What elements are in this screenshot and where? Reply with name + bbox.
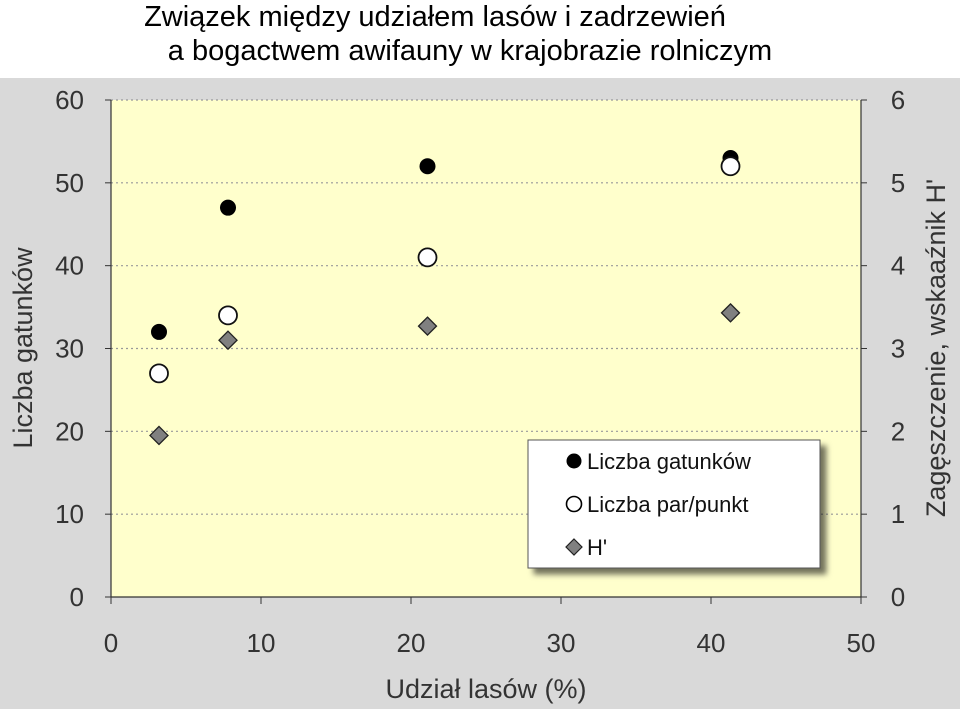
y-tick-label-0: 0: [70, 582, 84, 612]
point-pairs-2: [417, 247, 438, 268]
y-tick-label-30: 30: [55, 334, 84, 364]
point-h-2: [417, 316, 438, 337]
x-tick-label-40: 40: [697, 628, 726, 658]
legend-label-species: Liczba gatunków: [587, 449, 751, 474]
y-tick-label-10: 10: [55, 499, 84, 529]
y2-tick-label-4: 4: [891, 251, 905, 281]
y-axis-title: Liczba gatunków: [8, 247, 38, 449]
point-h-1: [218, 330, 238, 351]
chart-title-line-2: a bogactwem awifauny w krajobrazie rolni…: [167, 35, 773, 67]
point-species-2: [419, 158, 436, 175]
point-h-0: [149, 425, 169, 446]
x-axis-title: Udział lasów (%): [385, 674, 586, 704]
legend-marker-open-circle: [565, 495, 583, 513]
point-pairs-1: [218, 305, 238, 326]
legend-label-pairs: Liczba par/punkt: [587, 492, 748, 517]
axes: [105, 99, 867, 604]
chart-title: Związek między udziałem lasów i zadrzewi…: [0, 0, 960, 68]
point-pairs-0: [149, 363, 169, 384]
point-pairs-3: [720, 156, 741, 177]
x-tick-label-50: 50: [847, 628, 876, 658]
legend-marker-filled-circle: [566, 453, 582, 469]
chart-title-line-1: Związek między udziałem lasów i zadrzewi…: [144, 1, 726, 33]
y2-tick-label-5: 5: [891, 168, 905, 198]
x-tick-label-0: 0: [104, 628, 118, 658]
point-species-0: [151, 323, 167, 340]
x-tick-label-30: 30: [547, 628, 576, 658]
y2-tick-label-2: 2: [891, 416, 905, 446]
y2-tick-label-6: 6: [891, 85, 905, 115]
y2-tick-label-1: 1: [891, 499, 905, 529]
legend-marker-diamond: [565, 538, 583, 556]
data-points: [149, 149, 741, 446]
y2-tick-label-3: 3: [891, 334, 905, 364]
y-tick-label-40: 40: [55, 251, 84, 281]
y-tick-label-60: 60: [55, 85, 84, 115]
legend-label-h: H': [587, 535, 607, 560]
y-tick-label-20: 20: [55, 416, 84, 446]
x-tick-label-20: 20: [397, 628, 426, 658]
y-tick-label-50: 50: [55, 168, 84, 198]
legend: Liczba gatunków Liczba par/punkt H': [527, 439, 821, 569]
y2-tick-label-0: 0: [891, 582, 905, 612]
point-species-1: [220, 199, 236, 216]
point-h-3: [720, 302, 741, 323]
x-tick-label-10: 10: [247, 628, 276, 658]
y2-axis-title: Zagęszczenie, wskaaźnik H': [921, 179, 951, 517]
